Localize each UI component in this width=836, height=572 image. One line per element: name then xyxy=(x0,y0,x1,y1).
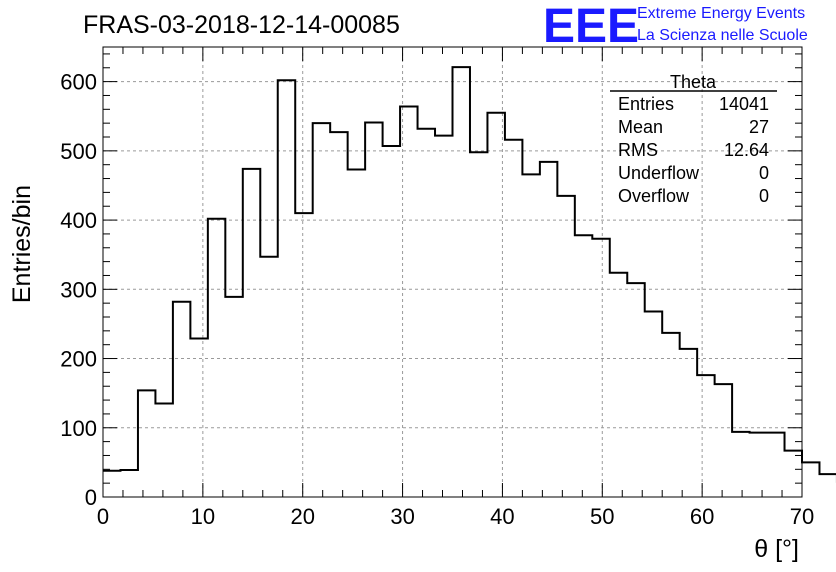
histogram-bin xyxy=(819,474,836,497)
histogram-bin xyxy=(610,273,627,497)
histogram-bin xyxy=(103,471,120,497)
histogram-bin xyxy=(487,113,504,497)
logo-line-2: La Scienza nelle Scuole xyxy=(637,27,808,44)
x-axis-title: θ [°] xyxy=(754,535,799,563)
histogram-bin xyxy=(575,235,592,497)
stats-value: 12.64 xyxy=(724,140,769,160)
histogram-bin xyxy=(540,162,557,497)
axis-ticks xyxy=(102,47,803,498)
y-tick-label: 600 xyxy=(60,70,97,95)
histogram-bin xyxy=(750,433,767,497)
histogram-bin xyxy=(592,239,609,497)
histogram-bin xyxy=(557,196,574,497)
y-tick-label: 500 xyxy=(60,139,97,164)
histogram-bin xyxy=(505,140,522,497)
histogram-bin xyxy=(418,129,435,497)
y-tick-label: 300 xyxy=(60,277,97,302)
x-tick-labels: 0 10 20 30 40 50 60 70 xyxy=(97,504,814,529)
stats-value: 0 xyxy=(759,186,769,206)
histogram-bin xyxy=(173,302,190,497)
x-tick-label: 60 xyxy=(690,504,714,529)
stats-label: Mean xyxy=(618,117,663,137)
eee-logo: EEE Extreme Energy Events La Scienza nel… xyxy=(543,0,808,53)
histogram-bin xyxy=(435,136,452,497)
histogram-bin xyxy=(260,257,277,497)
stats-label: RMS xyxy=(618,140,658,160)
histogram-bin xyxy=(802,462,819,497)
histogram-bin xyxy=(330,132,347,497)
stats-label: Underflow xyxy=(618,163,700,183)
histogram-bin xyxy=(680,349,697,497)
stats-name: Theta xyxy=(670,72,717,92)
histogram-bin xyxy=(785,451,802,497)
histogram-bin xyxy=(365,122,382,497)
histogram-bin xyxy=(348,170,365,497)
histogram-bin xyxy=(453,67,470,497)
histogram-bin xyxy=(295,213,312,497)
histogram-bin xyxy=(155,404,172,497)
stats-value: 27 xyxy=(749,117,769,137)
histogram-outline xyxy=(103,66,836,483)
histogram-bin xyxy=(225,297,242,497)
stats-box: Theta Entries 14041 Mean 27 RMS 12.64 Underflo… xyxy=(610,72,777,206)
stats-value: 14041 xyxy=(719,94,769,114)
histogram-bin xyxy=(662,333,679,497)
grid xyxy=(103,47,802,497)
histogram-bin xyxy=(715,384,732,497)
y-tick-label: 400 xyxy=(60,208,97,233)
histogram-bin xyxy=(522,174,539,497)
histogram-bars xyxy=(103,66,836,497)
histogram-bin xyxy=(138,390,155,497)
histogram-bin xyxy=(627,283,644,497)
histogram-bin xyxy=(208,219,225,497)
logo-mark: EEE xyxy=(543,0,639,53)
stats-rows: Entries 14041 Mean 27 RMS 12.64 Underflow 0 Over… xyxy=(618,94,769,206)
x-tick-label: 30 xyxy=(390,504,414,529)
y-tick-labels: 0 100 200 300 400 500 600 xyxy=(60,70,97,510)
chart-title: FRAS-03-2018-12-14-00085 xyxy=(83,11,400,39)
histogram-bin xyxy=(190,338,207,497)
y-tick-label: 200 xyxy=(60,347,97,372)
stats-value: 0 xyxy=(759,163,769,183)
x-tick-label: 10 xyxy=(191,504,215,529)
histogram-bin xyxy=(470,152,487,497)
y-axis-title: Entries/bin xyxy=(8,185,36,303)
histogram-bin xyxy=(383,146,400,497)
x-tick-label: 70 xyxy=(790,504,814,529)
histogram-bin xyxy=(767,433,784,497)
histogram-bin xyxy=(243,169,260,497)
histogram-bin xyxy=(697,375,714,497)
stats-label: Entries xyxy=(618,94,674,114)
x-tick-label: 20 xyxy=(290,504,314,529)
y-tick-label: 100 xyxy=(60,416,97,441)
histogram-bin xyxy=(313,123,330,497)
histogram-bin xyxy=(732,432,749,497)
plot-frame xyxy=(102,46,803,498)
logo-line-1: Extreme Energy Events xyxy=(637,5,805,22)
x-tick-label: 50 xyxy=(590,504,614,529)
histogram-bin xyxy=(278,80,295,497)
y-tick-label: 0 xyxy=(85,485,97,510)
histogram-bin xyxy=(645,311,662,497)
x-tick-label: 40 xyxy=(490,504,514,529)
x-tick-label: 0 xyxy=(97,504,109,529)
histogram-bin xyxy=(400,107,417,497)
stats-label: Overflow xyxy=(618,186,690,206)
